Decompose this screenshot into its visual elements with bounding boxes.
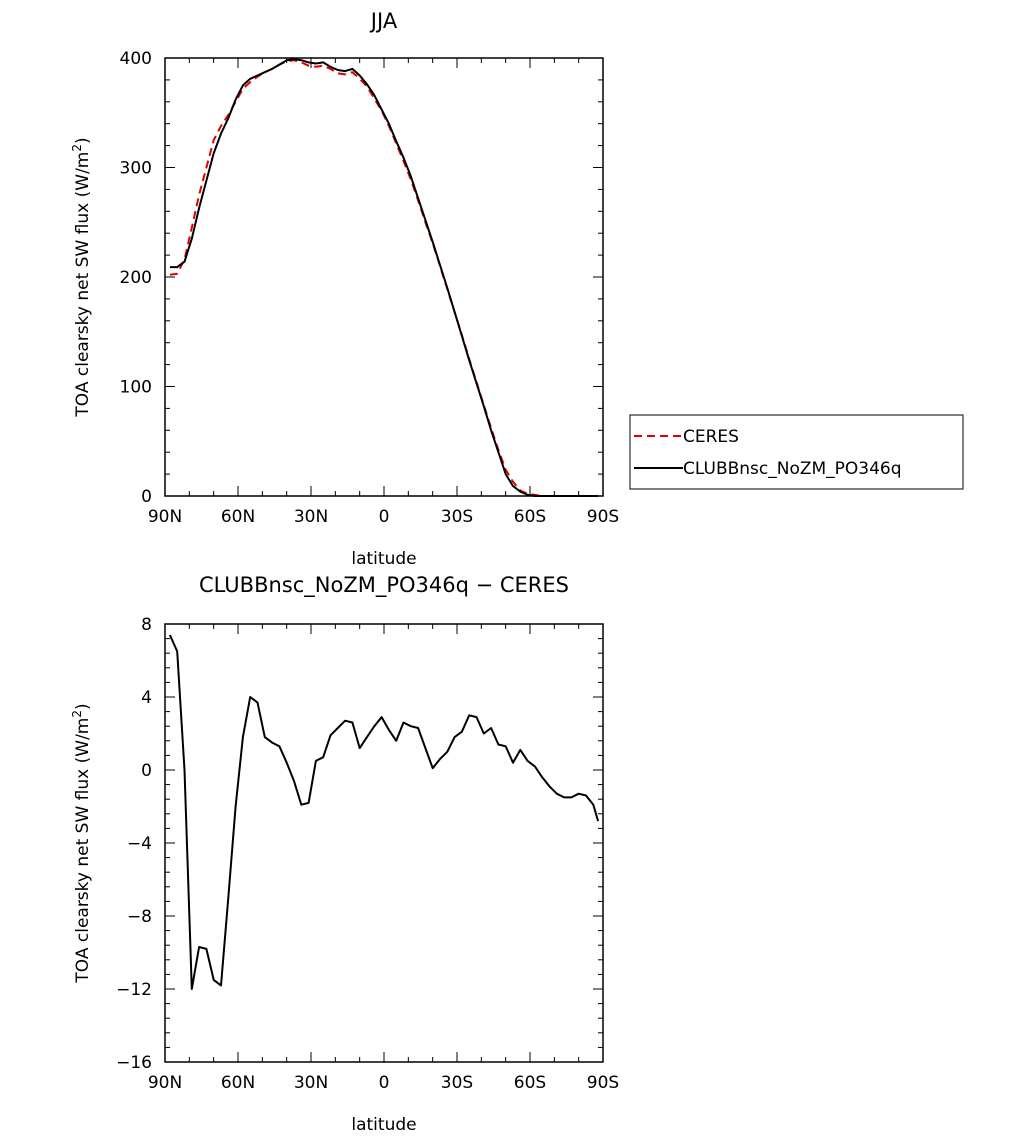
top-x-tick-label: 0 (379, 507, 390, 527)
top-series (169, 58, 599, 497)
bottom-y-tick-label: −8 (127, 907, 152, 927)
bottom-x-axis-label: latitude (351, 1115, 416, 1135)
top-y-axis-label-superscript: 2 (70, 144, 84, 152)
top-x-tick-label: 90N (148, 507, 182, 527)
bottom-panel: CLUBBnsc_NoZM_PO346q − CERES 90N 60N 30N 0 3… (70, 573, 619, 1135)
bottom-y-axis-label: TOA clearsky net SW flux (W/m2) (70, 703, 93, 983)
bottom-x-tick-labels: 90N 60N 30N 0 30S 60S 90S (148, 1073, 619, 1093)
bottom-chart-title: CLUBBnsc_NoZM_PO346q − CERES (199, 573, 569, 598)
top-x-tick-label: 60S (514, 507, 546, 527)
bottom-ticks (164, 623, 604, 1063)
legend-ceres-label: CERES (683, 427, 739, 447)
bottom-y-tick-label: 0 (141, 761, 152, 781)
bottom-y-axis-label-main: TOA clearsky net SW flux (W/m (73, 718, 93, 984)
top-y-tick-label: 100 (120, 378, 152, 398)
bottom-x-tick-label: 90N (148, 1073, 182, 1093)
top-y-axis-label-main: TOA clearsky net SW flux (W/m (73, 152, 93, 418)
bottom-y-axis-label-superscript: 2 (70, 710, 84, 718)
bottom-series-line-0 (168, 634, 600, 990)
top-x-tick-labels: 90N 60N 30N 0 30S 60S 90S (148, 507, 619, 527)
bottom-y-axis-label-close: ) (73, 703, 93, 710)
bottom-x-tick-label: 30N (294, 1073, 328, 1093)
top-y-tick-labels: 0 100 200 300 400 (120, 49, 152, 507)
bottom-x-tick-label: 30S (441, 1073, 473, 1093)
top-y-tick-label: 300 (120, 159, 152, 179)
top-x-tick-label: 30N (294, 507, 328, 527)
legend: CERES CLUBBnsc_NoZM_PO346q (629, 414, 964, 490)
top-chart-title: JJA (369, 9, 398, 33)
top-x-tick-label: 60N (221, 507, 255, 527)
top-series-line-clubbnsc-nozm-po346q (169, 58, 599, 497)
bottom-y-tick-label: 8 (141, 615, 152, 635)
top-y-axis-label-close: ) (73, 137, 93, 144)
bottom-plot-frame (164, 623, 604, 1063)
bottom-x-tick-label: 60N (221, 1073, 255, 1093)
top-y-tick-label: 0 (141, 487, 152, 507)
bottom-y-tick-label: −12 (116, 980, 152, 1000)
top-y-axis-label: TOA clearsky net SW flux (W/m2) (70, 137, 93, 417)
top-panel: JJA 90N 60N 30N 0 30S 60S 90S 0 100 200 300 400 la… (70, 9, 619, 569)
top-y-tick-label: 400 (120, 49, 152, 69)
top-x-tick-label: 30S (441, 507, 473, 527)
bottom-x-tick-label: 60S (514, 1073, 546, 1093)
top-ticks (164, 57, 604, 497)
top-plot-frame (164, 57, 604, 497)
top-series-line-ceres (169, 59, 599, 497)
top-y-tick-label: 200 (120, 268, 152, 288)
bottom-x-tick-label: 90S (587, 1073, 619, 1093)
top-x-tick-label: 90S (587, 507, 619, 527)
bottom-x-tick-label: 0 (379, 1073, 390, 1093)
legend-box (629, 414, 964, 490)
bottom-y-tick-label: −16 (116, 1053, 152, 1073)
bottom-y-tick-label: 4 (141, 688, 152, 708)
top-x-axis-label: latitude (351, 549, 416, 569)
legend-model-label: CLUBBnsc_NoZM_PO346q (683, 459, 902, 479)
bottom-series (168, 634, 600, 990)
bottom-y-tick-label: −4 (127, 834, 152, 854)
bottom-y-tick-labels: −16 −12 −8 −4 0 4 8 (116, 615, 152, 1073)
